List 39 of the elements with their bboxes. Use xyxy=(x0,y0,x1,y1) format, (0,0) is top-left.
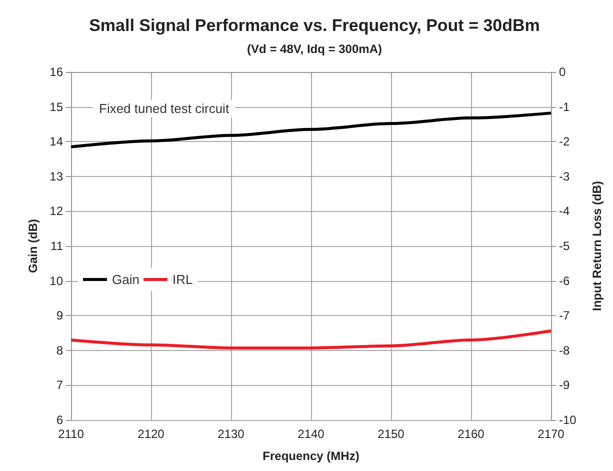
y2-tick-label: -10 xyxy=(559,413,577,427)
legend-label: Gain xyxy=(112,272,140,287)
y-tick-label: 10 xyxy=(50,274,64,288)
x-tick-label: 2110 xyxy=(58,427,84,441)
y2-tick-label: 0 xyxy=(559,65,566,79)
x-tick-label: 2150 xyxy=(378,427,405,441)
y-tick-label: 8 xyxy=(56,343,64,358)
line-series xyxy=(70,112,552,148)
y2-tick-label: -8 xyxy=(559,343,570,358)
y-tick-label: 7 xyxy=(56,378,64,392)
x-tick-label: 2130 xyxy=(218,427,245,441)
y-axis-title: Gain (dB) xyxy=(26,219,40,273)
y2-tick-label: -6 xyxy=(559,274,570,288)
y-tick-label: 13 xyxy=(50,169,64,184)
y2-tick-label: -1 xyxy=(559,100,570,114)
x-tick-label: 2170 xyxy=(538,427,565,441)
y2-axis-title: Input Return Loss (dB) xyxy=(590,181,604,311)
y2-tick-label: -4 xyxy=(559,204,570,218)
y2-tick-label: -5 xyxy=(559,239,570,253)
y2-tick-label: -3 xyxy=(559,169,570,184)
y-tick-label: 14 xyxy=(50,134,64,149)
x-axis-title: Frequency (MHz) xyxy=(262,449,360,463)
line-series xyxy=(70,329,552,350)
y2-tick-label: -7 xyxy=(559,308,570,323)
legend-label: IRL xyxy=(172,272,193,287)
y2-tick-label: -9 xyxy=(559,378,570,392)
y-tick-label: 15 xyxy=(50,100,64,114)
y-tick-label: 6 xyxy=(56,413,64,427)
x-tick-label: 2120 xyxy=(138,427,165,441)
y-tick-label: 16 xyxy=(50,65,64,79)
chart-subtitle: (Vd = 48V, Idq = 300mA) xyxy=(247,42,382,56)
x-tick-label: 2160 xyxy=(458,427,485,441)
chart-title: Small Signal Performance vs. Frequency, Pout = 30dBm xyxy=(89,16,540,35)
x-tick-label: 2140 xyxy=(298,427,325,441)
y-tick-label: 12 xyxy=(50,204,64,218)
annotation: Fixed tuned test circuit xyxy=(99,101,230,116)
y-tick-label: 11 xyxy=(50,239,64,253)
y2-tick-label: -2 xyxy=(559,134,570,149)
y-tick-label: 9 xyxy=(56,308,64,323)
